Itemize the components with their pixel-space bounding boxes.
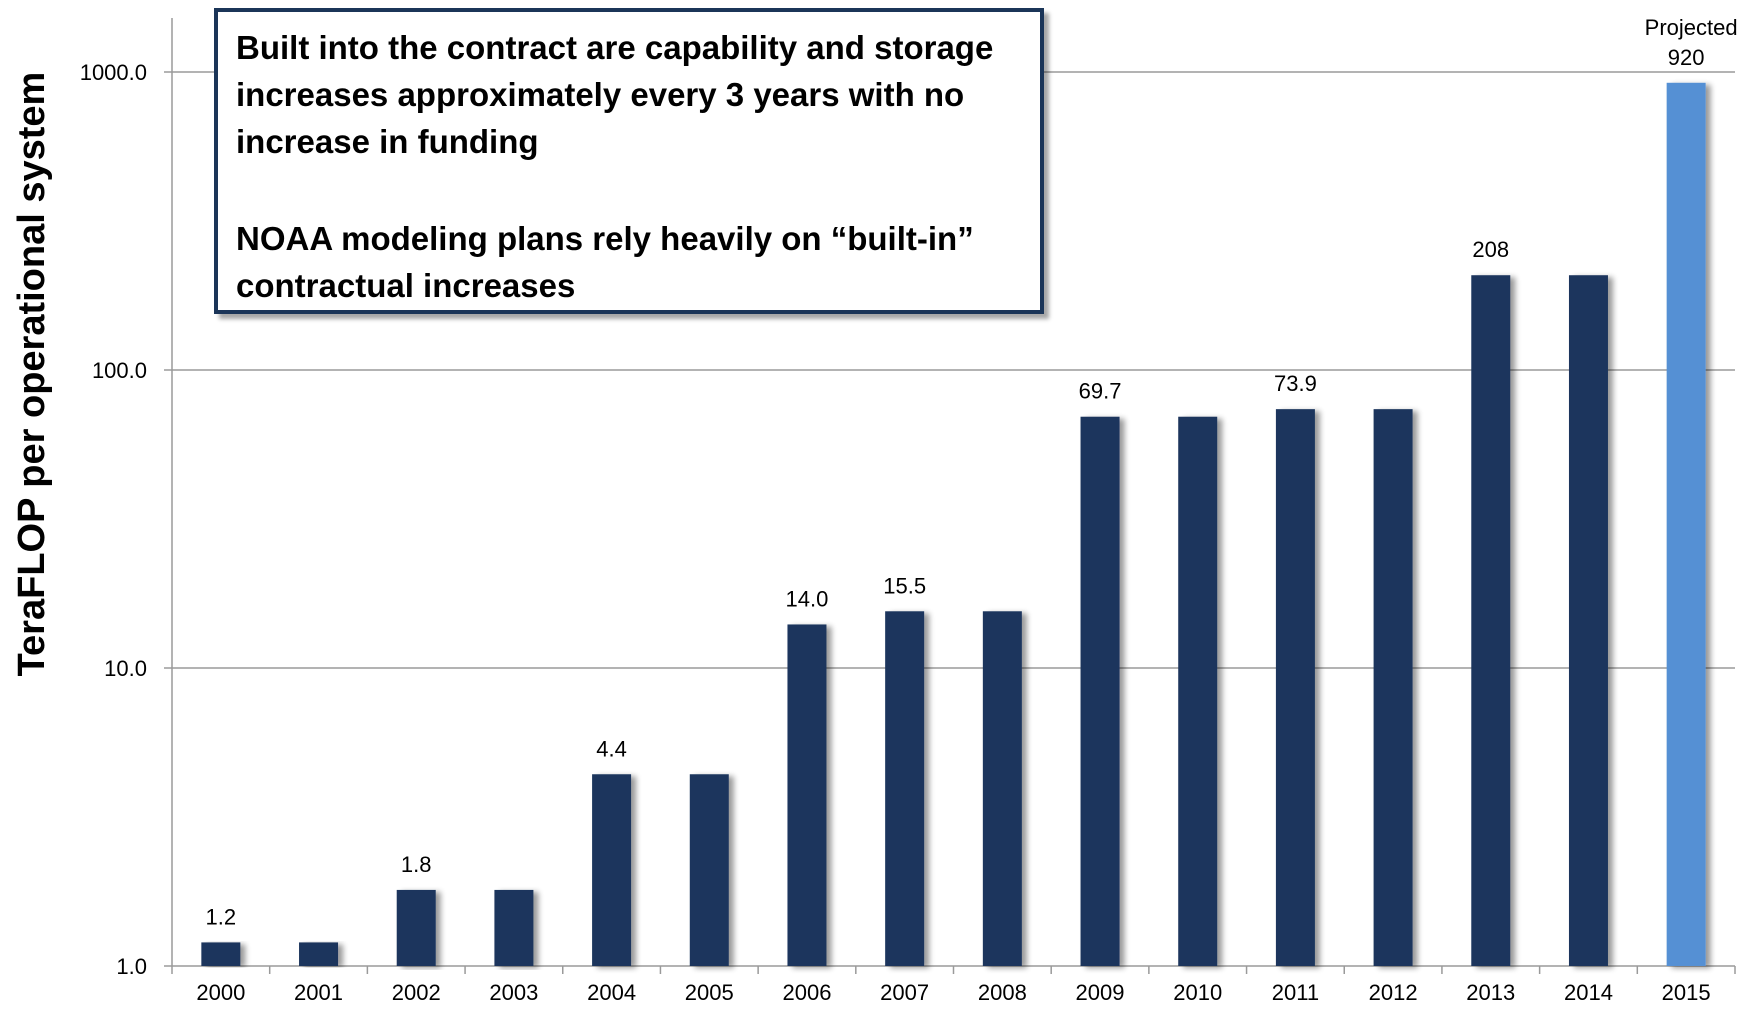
bar-2015 xyxy=(1666,82,1706,966)
data-label-2013: 208 xyxy=(1472,237,1509,262)
bar-2003 xyxy=(494,889,534,966)
x-tick-label: 2001 xyxy=(294,980,343,1005)
y-axis-title: TeraFLOP per operational system xyxy=(11,72,53,677)
y-tick-label: 1000.0 xyxy=(80,60,147,85)
bar-2005 xyxy=(689,774,729,966)
x-tick-label: 2012 xyxy=(1369,980,1418,1005)
x-tick-label: 2007 xyxy=(880,980,929,1005)
x-tick-label: 2010 xyxy=(1173,980,1222,1005)
x-tick-label: 2004 xyxy=(587,980,636,1005)
x-tick-label: 2015 xyxy=(1662,980,1711,1005)
x-tick-label: 2014 xyxy=(1564,980,1613,1005)
data-label-2015: 920 xyxy=(1668,45,1705,70)
x-tick-label: 2011 xyxy=(1272,980,1319,1005)
bar-2013 xyxy=(1471,275,1511,966)
bar-2009 xyxy=(1080,416,1120,966)
bar-2012 xyxy=(1373,409,1413,967)
callout-box: Built into the contract are capability a… xyxy=(214,8,1044,314)
bar-2011 xyxy=(1275,409,1315,967)
x-tick-label: 2000 xyxy=(196,980,245,1005)
data-labels: 1.2 1.8 4.4 14.0 15.5 69.7 73.9 208 920 Projected xyxy=(206,15,1738,930)
axes: 1.0 10.0 100.0 1000.0 2000 2001 2002 2003 2004 20… xyxy=(80,18,1736,1005)
bar-2002 xyxy=(396,889,436,966)
data-label-2011: 73.9 xyxy=(1274,371,1317,396)
x-tick-label: 2013 xyxy=(1466,980,1515,1005)
x-tick-label: 2006 xyxy=(782,980,831,1005)
callout-paragraph-noaa: NOAA modeling plans rely heavily on “bui… xyxy=(236,220,974,304)
bar-2000 xyxy=(201,942,241,966)
x-tick-label: 2008 xyxy=(978,980,1027,1005)
bars xyxy=(201,82,1706,967)
x-tick-label: 2009 xyxy=(1076,980,1125,1005)
callout-paragraph-contract: Built into the contract are capability a… xyxy=(236,29,994,160)
bar-2010 xyxy=(1178,416,1218,966)
data-label-2000: 1.2 xyxy=(206,904,237,929)
bar-2006 xyxy=(787,624,827,966)
bar-2004 xyxy=(592,774,632,966)
y-tick-label: 10.0 xyxy=(104,656,147,681)
x-tick-label: 2002 xyxy=(392,980,441,1005)
x-tick-label: 2005 xyxy=(685,980,734,1005)
x-tick-label: 2003 xyxy=(489,980,538,1005)
data-label-2009: 69.7 xyxy=(1079,379,1122,404)
data-label-2004: 4.4 xyxy=(596,736,627,761)
data-label-2006: 14.0 xyxy=(786,586,829,611)
bar-2001 xyxy=(299,942,339,966)
bar-2008 xyxy=(982,611,1022,966)
y-tick-label: 100.0 xyxy=(92,358,147,383)
y-tick-label: 1.0 xyxy=(116,954,147,979)
bar-2007 xyxy=(885,611,925,966)
bar-2014 xyxy=(1568,275,1608,966)
data-label-2007: 15.5 xyxy=(883,573,926,598)
data-label-2002: 1.8 xyxy=(401,852,432,877)
projected-label: Projected xyxy=(1645,15,1738,40)
